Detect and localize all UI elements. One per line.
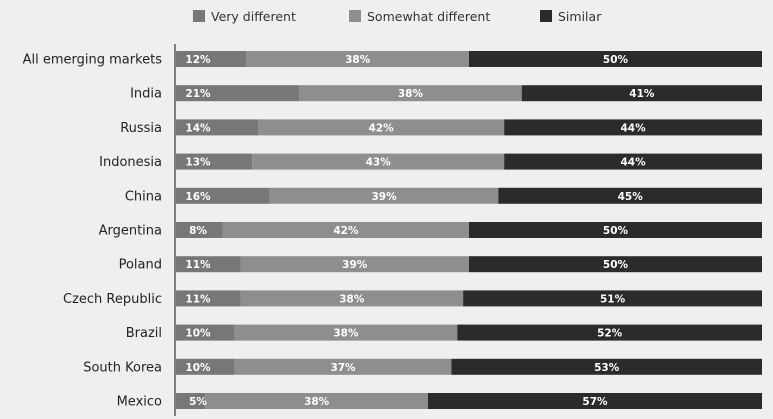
value-label-czech-republic-similar: 51% [600, 293, 626, 305]
value-label-china-very-different: 16% [185, 191, 211, 203]
value-label-argentina-similar: 50% [603, 225, 629, 237]
bar-argentina-very-different [176, 222, 223, 238]
category-label-all-emerging-markets: All emerging markets [23, 53, 163, 68]
value-label-russia-somewhat-different: 42% [369, 122, 395, 134]
value-label-czech-republic-very-different: 11% [185, 293, 211, 305]
bar-china-very-different [176, 187, 270, 204]
bar-argentina-similar [469, 222, 762, 238]
value-label-indonesia-somewhat-different: 43% [366, 157, 392, 169]
category-label-china: China [125, 189, 162, 204]
bar-indonesia-somewhat-different [252, 153, 505, 170]
bar-mexico-very-different [176, 393, 206, 409]
bar-czech-republic-somewhat-different [240, 290, 464, 307]
bar-south-korea-somewhat-different [234, 358, 452, 375]
value-label-mexico-somewhat-different: 38% [304, 396, 330, 408]
bar-india-somewhat-different [299, 85, 522, 102]
category-label-poland: Poland [119, 258, 162, 273]
value-label-india-similar: 41% [629, 88, 655, 100]
value-label-mexico-similar: 57% [582, 396, 608, 408]
value-label-argentina-somewhat-different: 42% [333, 225, 359, 237]
bar-mexico-similar [427, 393, 762, 409]
value-label-russia-very-different: 14% [185, 122, 211, 134]
value-label-argentina-very-different: 8% [189, 225, 207, 237]
category-label-south-korea: South Korea [83, 360, 162, 375]
category-label-mexico: Mexico [117, 395, 162, 410]
value-label-poland-somewhat-different: 39% [342, 259, 368, 271]
value-label-mexico-very-different: 5% [189, 396, 207, 408]
bar-russia-very-different [176, 119, 259, 136]
bar-indonesia-similar [504, 153, 762, 170]
value-label-brazil-similar: 52% [597, 328, 623, 340]
value-label-india-very-different: 21% [185, 88, 211, 100]
legend-swatch-somewhat-different [349, 10, 361, 22]
value-label-china-somewhat-different: 39% [371, 191, 397, 203]
value-label-india-somewhat-different: 38% [398, 88, 424, 100]
legend-label-somewhat-different: Somewhat different [367, 9, 490, 24]
value-label-indonesia-similar: 44% [621, 157, 647, 169]
category-label-india: India [130, 87, 162, 102]
value-label-czech-republic-somewhat-different: 38% [339, 293, 365, 305]
value-label-poland-similar: 50% [603, 259, 629, 271]
legend-swatch-similar [540, 10, 552, 22]
bar-india-similar [521, 85, 762, 102]
bar-mexico-somewhat-different [205, 393, 428, 409]
value-label-south-korea-similar: 53% [594, 362, 620, 374]
bar-all-emerging-markets-somewhat-different [246, 51, 469, 67]
bar-brazil-very-different [176, 324, 235, 341]
bar-all-emerging-markets-similar [469, 51, 762, 67]
bar-segments [176, 51, 762, 409]
legend-label-similar: Similar [558, 9, 602, 24]
value-label-poland-very-different: 11% [185, 259, 211, 271]
category-labels: All emerging markets India Russia Indonesia… [23, 53, 163, 410]
value-label-all-emerging-markets-very-different: 12% [185, 54, 211, 66]
bar-china-somewhat-different [269, 187, 499, 204]
category-label-brazil: Brazil [126, 326, 162, 341]
bar-all-emerging-markets-very-different [176, 51, 247, 67]
bar-russia-similar [504, 119, 762, 136]
value-label-south-korea-very-different: 10% [185, 362, 211, 374]
chart-legend: Very different Somewhat different Similar [193, 9, 602, 24]
value-label-china-similar: 45% [618, 191, 644, 203]
value-label-all-emerging-markets-somewhat-different: 38% [345, 54, 371, 66]
category-label-czech-republic: Czech Republic [63, 292, 162, 307]
bar-brazil-similar [457, 324, 762, 341]
bar-poland-similar [469, 256, 762, 273]
segment-value-labels: 12% 38% 50% 21% 38% 41% 14% 42% 44% 13% 43% 44% 16% 3… [185, 54, 654, 408]
bar-poland-very-different [176, 256, 241, 273]
value-label-russia-similar: 44% [621, 122, 647, 134]
bar-russia-somewhat-different [258, 119, 505, 136]
category-label-indonesia: Indonesia [99, 155, 162, 170]
value-label-brazil-somewhat-different: 38% [333, 328, 359, 340]
bar-indonesia-very-different [176, 153, 253, 170]
value-label-south-korea-somewhat-different: 37% [330, 362, 356, 374]
bar-poland-somewhat-different [240, 256, 469, 273]
legend-swatch-very-different [193, 10, 205, 22]
value-label-indonesia-very-different: 13% [185, 157, 211, 169]
value-label-all-emerging-markets-similar: 50% [603, 54, 629, 66]
legend-label-very-different: Very different [211, 9, 296, 24]
bar-czech-republic-very-different [176, 290, 241, 307]
bar-india-very-different [176, 85, 300, 102]
category-label-argentina: Argentina [99, 224, 162, 239]
category-label-russia: Russia [120, 121, 162, 136]
bar-south-korea-similar [451, 358, 762, 375]
bar-argentina-somewhat-different [222, 222, 469, 238]
bar-brazil-somewhat-different [234, 324, 458, 341]
bar-south-korea-very-different [176, 358, 235, 375]
bar-czech-republic-similar [463, 290, 762, 307]
bar-china-similar [498, 187, 762, 204]
value-label-brazil-very-different: 10% [185, 328, 211, 340]
